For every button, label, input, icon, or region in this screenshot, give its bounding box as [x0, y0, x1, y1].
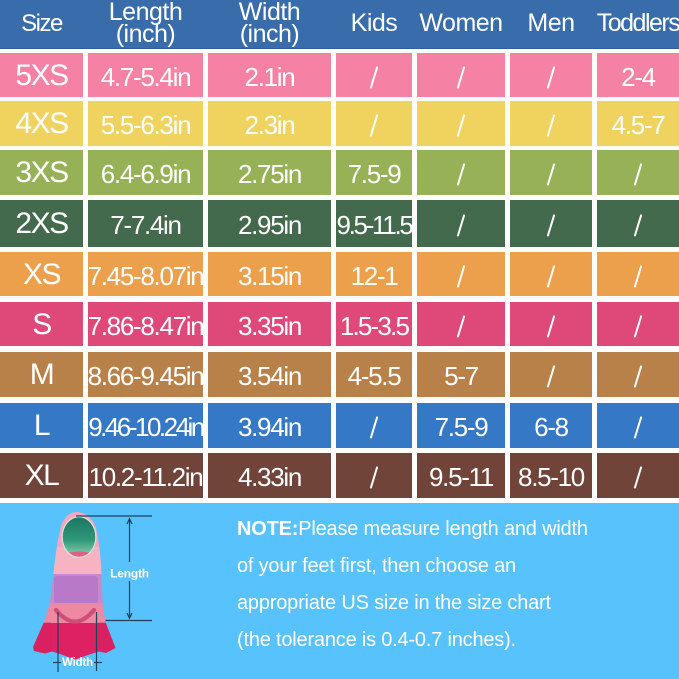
svg-text:Length: Length: [110, 567, 149, 581]
svg-text:Width: Width: [62, 657, 93, 669]
